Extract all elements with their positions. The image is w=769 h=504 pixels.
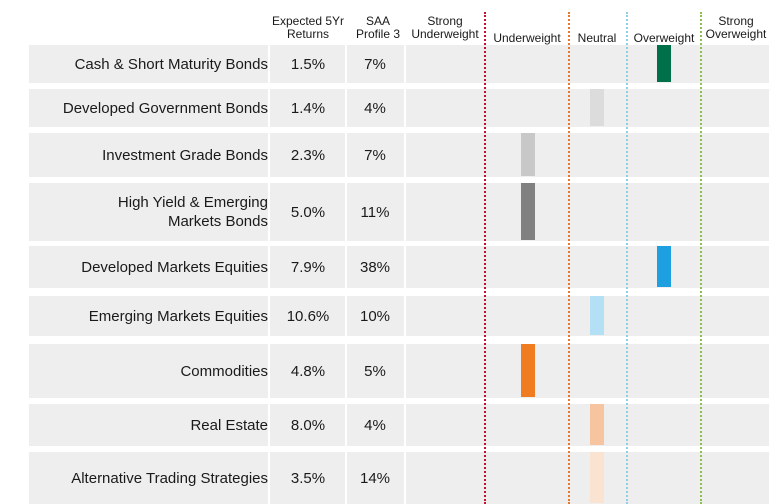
asset-label: Investment Grade Bonds [102, 146, 268, 164]
row-band [27, 133, 769, 177]
asset-label: Real Estate [190, 416, 268, 434]
expected-return-value: 3.5% [290, 469, 326, 487]
expected-return-value: 1.5% [290, 55, 326, 73]
asset-label: Cash & Short Maturity Bonds [74, 55, 268, 73]
header-saa: SAA Profile 3 [355, 14, 401, 41]
saa-weight-value: 4% [364, 99, 386, 117]
asset-label: High Yield & Emerging Markets Bonds [117, 194, 268, 230]
header-underweight: Underweight [493, 31, 561, 45]
row-band [27, 246, 769, 288]
row-band [27, 45, 769, 83]
position-bar [590, 89, 604, 126]
scale-divider-line [700, 12, 702, 504]
expected-return-value: 8.0% [290, 416, 326, 434]
position-bar [521, 344, 535, 397]
row-band [27, 89, 769, 127]
saa-weight-value: 11% [360, 203, 390, 221]
position-bar [657, 45, 671, 82]
header-strong-overweight: Strong Overweight [705, 14, 767, 41]
column-separator [27, 0, 29, 504]
position-bar [590, 452, 604, 503]
column-separator [345, 0, 347, 504]
position-bar [521, 133, 535, 176]
asset-label: Commodities [180, 362, 268, 380]
asset-label: Developed Government Bonds [62, 99, 268, 117]
row-band [27, 404, 769, 446]
column-separator [268, 0, 270, 504]
saa-weight-value: 7% [364, 55, 386, 73]
position-bar [590, 296, 604, 335]
position-bar [657, 246, 671, 287]
expected-return-value: 10.6% [286, 307, 330, 325]
saa-weight-value: 10% [359, 307, 391, 325]
position-bar [590, 404, 604, 445]
column-separator [404, 0, 406, 504]
expected-return-value: 7.9% [290, 258, 326, 276]
header-neutral: Neutral [577, 31, 617, 45]
asset-label: Developed Markets Equities [81, 258, 268, 276]
expected-return-value: 1.4% [290, 99, 326, 117]
row-band [27, 296, 769, 336]
scale-divider-line [568, 12, 570, 504]
asset-label: Alternative Trading Strategies [71, 469, 268, 487]
expected-return-value: 5.0% [290, 203, 326, 221]
expected-return-value: 2.3% [290, 146, 326, 164]
row-band [27, 452, 769, 504]
saa-weight-value: 38% [359, 258, 391, 276]
row-band [27, 183, 769, 241]
scale-divider-line [484, 12, 486, 504]
header-strong-underweight: Strong Underweight [411, 14, 479, 41]
header-overweight: Overweight [633, 31, 695, 45]
asset-label: Emerging Markets Equities [88, 307, 268, 325]
saa-weight-value: 7% [364, 146, 386, 164]
saa-weight-value: 4% [364, 416, 386, 434]
position-bar [521, 183, 535, 240]
saa-weight-value: 5% [364, 362, 386, 380]
scale-divider-line [626, 12, 628, 504]
header-returns: Expected 5Yr Returns [271, 14, 345, 41]
expected-return-value: 4.8% [290, 362, 326, 380]
row-band [27, 344, 769, 398]
saa-weight-value: 14% [359, 469, 391, 487]
